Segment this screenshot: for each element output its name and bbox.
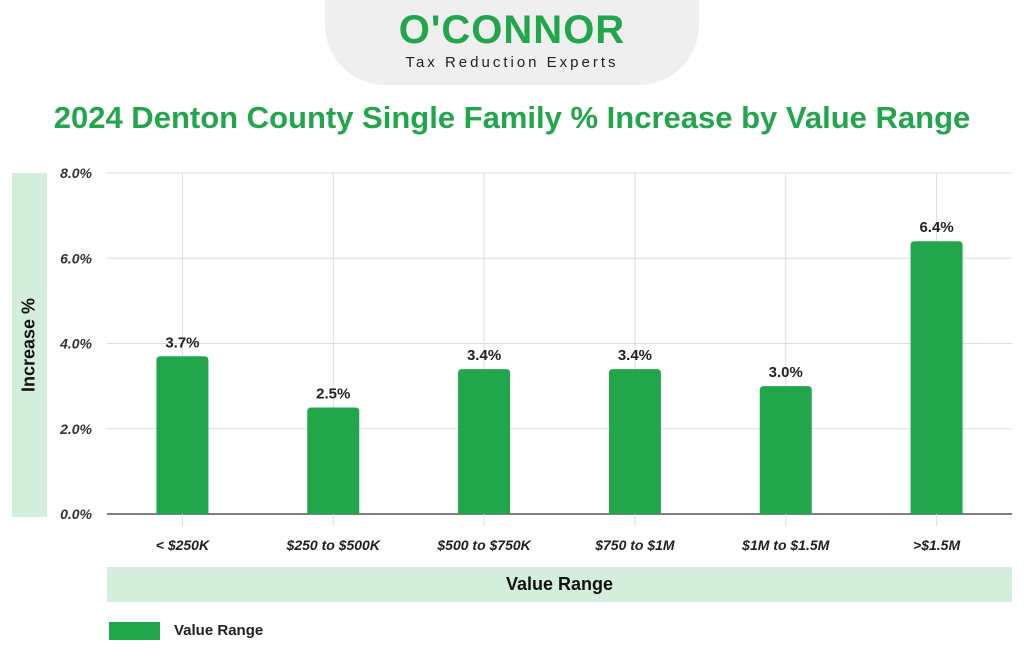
bar xyxy=(307,407,360,514)
logo: O'CONNOR xyxy=(398,8,626,52)
data-label: 2.5% xyxy=(316,385,350,402)
data-label: 3.0% xyxy=(769,364,803,381)
bar xyxy=(759,386,812,514)
x-tick-label: $250 to $500K xyxy=(286,537,381,553)
y-tick-label: 4.0% xyxy=(59,336,92,352)
y-tick-label: 2.0% xyxy=(59,421,92,437)
logo-background xyxy=(325,0,699,85)
data-label: 6.4% xyxy=(919,219,953,236)
y-tick-label: 6.0% xyxy=(60,250,92,266)
bar xyxy=(608,369,661,514)
data-label: 3.4% xyxy=(618,347,652,364)
logo-tagline: Tax Reduction Experts xyxy=(405,54,619,71)
legend-swatch xyxy=(109,622,160,640)
bar xyxy=(910,241,963,514)
data-label: 3.4% xyxy=(467,347,501,364)
x-axis-label: Value Range xyxy=(505,574,614,594)
x-tick-label: < $250K xyxy=(156,537,210,553)
chart-title: 2024 Denton County Single Family % Incre… xyxy=(53,100,971,135)
y-axis-label-band xyxy=(12,173,47,517)
bar xyxy=(156,356,209,514)
legend-label: Value Range xyxy=(174,622,264,639)
x-tick-label: >$1.5M xyxy=(913,537,960,553)
x-tick-label: $1M to $1.5M xyxy=(741,537,829,553)
y-tick-label: 0.0% xyxy=(60,506,92,522)
x-tick-label: $750 to $1M xyxy=(594,537,675,553)
data-label: 3.7% xyxy=(165,334,199,351)
x-tick-label: $500 to $750K xyxy=(436,537,531,553)
x-axis-label-band xyxy=(107,567,1012,602)
bar xyxy=(458,369,511,514)
y-tick-label: 8.0% xyxy=(60,165,92,181)
